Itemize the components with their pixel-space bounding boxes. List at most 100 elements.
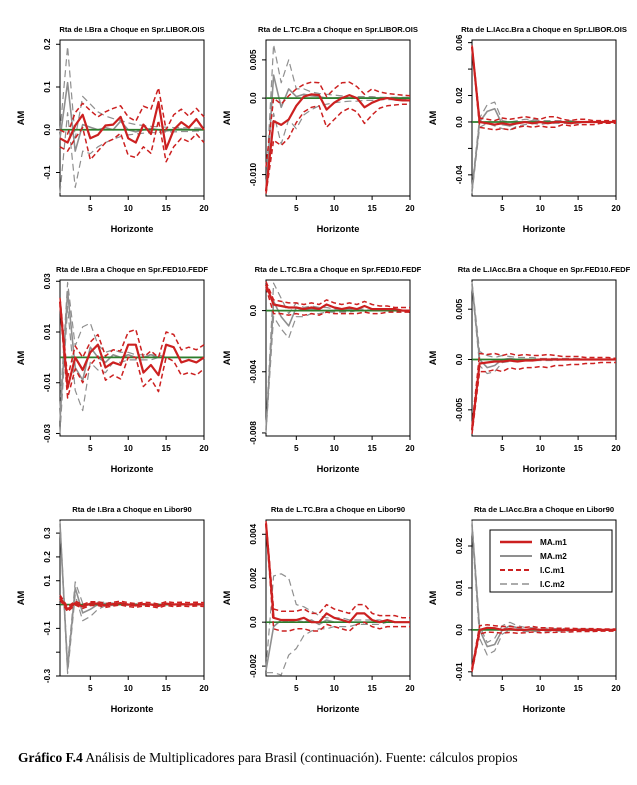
plot-area — [59, 45, 205, 194]
y-tick-label: -0.01 — [454, 662, 464, 681]
x-tick-label: 10 — [536, 683, 546, 693]
x-tick-label: 5 — [294, 443, 299, 453]
figure-caption: Gráfico F.4 Análisis de Multiplicadores … — [18, 750, 637, 766]
x-tick-label: 15 — [367, 443, 377, 453]
y-tick-label: -0.1 — [42, 165, 52, 180]
y-axis-label: AM — [428, 351, 438, 366]
y-tick-label: 0.0 — [454, 624, 464, 636]
x-tick-label: 15 — [573, 443, 583, 453]
series-i.c.m1-inf — [471, 47, 616, 131]
plot-frame — [59, 519, 205, 677]
series-i.c.m2-sup — [59, 521, 204, 665]
x-tick-label: 20 — [199, 683, 209, 693]
x-tick-label: 15 — [161, 443, 171, 453]
x-tick-label: 5 — [88, 683, 93, 693]
x-tick-label: 10 — [124, 683, 134, 693]
plot-area — [59, 281, 205, 434]
y-tick-label: 0.004 — [248, 524, 258, 545]
x-tick-label: 10 — [536, 203, 546, 213]
series-i.c.m1-sup — [471, 45, 616, 122]
chart-panel-5: Rta de L.TC.Bra a Choque en Spr.FED10.FE… — [218, 258, 424, 498]
plot-area — [265, 281, 410, 433]
y-tick-label: 0.02 — [454, 87, 464, 104]
y-tick-label: 0.0 — [248, 616, 258, 628]
y-axis-label: AM — [16, 351, 26, 366]
series-i.c.m2-inf — [265, 98, 410, 194]
y-tick-label: -0.002 — [248, 654, 258, 678]
x-tick-label: 15 — [367, 203, 377, 213]
x-tick-label: 20 — [199, 443, 209, 453]
series-i.c.m2-inf — [471, 121, 616, 194]
series-i.c.m2-inf — [266, 621, 410, 676]
chart-svg: Rta de L.IAcc.Bra a Choque en Spr.FED10.… — [428, 265, 631, 474]
x-axis-label: Horizonte — [111, 704, 154, 714]
legend-label: I.C.m2 — [540, 580, 565, 589]
x-tick-label: 20 — [199, 203, 209, 213]
x-tick-label: 5 — [500, 203, 505, 213]
chart-svg: Rta de I.Bra a Choque en Libor90 0.3 0.2 0.… — [16, 505, 209, 714]
plot-area — [471, 281, 617, 435]
x-tick-label: 20 — [405, 203, 415, 213]
y-tick-label: 0.0 — [248, 92, 258, 104]
y-tick-label: 0.1 — [42, 81, 52, 93]
y-tick-label: -0.04 — [454, 165, 464, 184]
x-tick-label: 5 — [294, 683, 299, 693]
x-tick-label: 10 — [124, 443, 134, 453]
plot-frame — [265, 519, 411, 677]
chart-panel-4: Rta de I.Bra a Choque en Spr.FED10.FEDF 0… — [12, 258, 218, 498]
chart-svg: Rta de I.Bra a Choque en Spr.FED10.FEDF 0… — [16, 265, 209, 474]
figure-caption-label: Gráfico F.4 — [18, 750, 83, 765]
series-i.c.m1-inf — [59, 305, 205, 399]
y-tick-label: 0.01 — [454, 579, 464, 596]
chart-panel-3: Rta de L.IAcc.Bra a Choque en Spr.LIBOR.… — [424, 18, 630, 258]
y-tick-label: 0.03 — [42, 273, 52, 290]
series-i.c.m1-sup — [265, 521, 410, 619]
x-axis-label: Horizonte — [317, 704, 360, 714]
x-tick-label: 20 — [611, 683, 621, 693]
legend: MA.m1 MA.m2 I.C.m1 I.C.m2 — [489, 529, 613, 593]
y-tick-label: -0.3 — [42, 668, 52, 683]
chart-panel-9: Rta de L.IAcc.Bra a Choque en Libor90 0.0… — [424, 498, 630, 738]
x-tick-label: 15 — [573, 203, 583, 213]
y-axis-label: AM — [222, 591, 232, 606]
chart-row-3: Rta de I.Bra a Choque en Libor90 0.3 0.2 0.… — [12, 498, 637, 738]
panel-title: Rta de L.IAcc.Bra a Choque en Libor90 — [474, 505, 614, 514]
plot-area — [265, 44, 411, 194]
panel-title: Rta de I.Bra a Choque en Libor90 — [72, 505, 191, 514]
x-tick-label: 20 — [405, 443, 415, 453]
y-tick-label: -0.005 — [454, 398, 464, 422]
x-tick-label: 5 — [500, 683, 505, 693]
y-tick-label: 0.0 — [42, 124, 52, 136]
series-i.c.m1-inf — [265, 103, 410, 194]
series-ma.m1 — [265, 284, 410, 312]
series-ma.m1 — [471, 626, 616, 670]
x-tick-label: 5 — [88, 203, 93, 213]
y-tick-label: -0.01 — [42, 373, 52, 392]
panel-title: Rta de I.Bra a Choque en Spr.LIBOR.OIS — [59, 25, 204, 34]
chart-svg: Rta de L.TC.Bra a Choque en Spr.LIBOR.OI… — [222, 25, 418, 234]
series-i.c.m1-sup — [471, 624, 616, 668]
y-tick-label: 0.2 — [42, 38, 52, 50]
series-i.c.m1-inf — [265, 287, 410, 316]
chart-row-1: Rta de I.Bra a Choque en Spr.LIBOR.OIS 0.… — [12, 18, 637, 258]
chart-panel-8: Rta de L.TC.Bra a Choque en Libor90 0.004… — [218, 498, 424, 738]
series-i.c.m1-inf — [59, 599, 205, 613]
x-tick-label: 5 — [294, 203, 299, 213]
series-i.c.m2-sup — [265, 44, 410, 187]
x-axis-label: Horizonte — [317, 464, 360, 474]
legend-box — [489, 529, 613, 593]
y-tick-label: -0.010 — [248, 162, 258, 186]
y-tick-label: 0.002 — [248, 567, 258, 588]
plot-area — [471, 45, 616, 194]
chart-svg: Rta de L.TC.Bra a Choque en Spr.FED10.FE… — [222, 265, 422, 474]
y-tick-label: 0.2 — [42, 551, 52, 563]
y-tick-label: 0.005 — [248, 49, 258, 70]
series-i.c.m2-inf — [265, 309, 410, 433]
plot-area — [471, 520, 616, 672]
series-i.c.m1-inf — [265, 525, 410, 632]
chart-panel-7: Rta de I.Bra a Choque en Libor90 0.3 0.2 0.… — [12, 498, 218, 738]
x-axis-label: Horizonte — [111, 464, 154, 474]
x-tick-label: 20 — [611, 203, 621, 213]
y-tick-label: -0.008 — [248, 421, 258, 445]
series-ma.m1 — [59, 596, 205, 611]
